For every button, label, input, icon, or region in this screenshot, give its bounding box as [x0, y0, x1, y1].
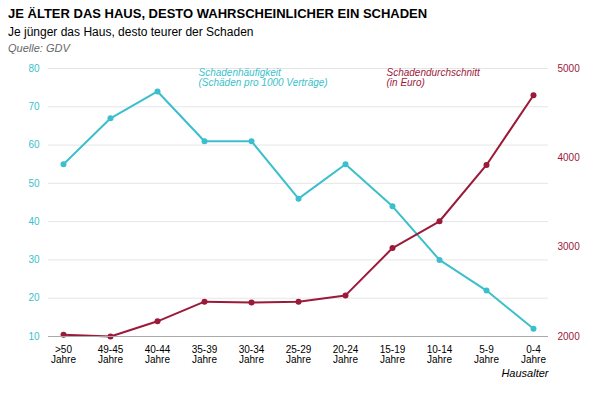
- svg-text:80: 80: [28, 63, 40, 74]
- svg-text:Schadendurchschnitt(in Euro): Schadendurchschnitt(in Euro): [387, 67, 482, 88]
- svg-text:25-29Jahre: 25-29Jahre: [286, 344, 312, 365]
- svg-text:30: 30: [28, 254, 40, 265]
- svg-text:10: 10: [28, 331, 40, 342]
- svg-text:60: 60: [28, 139, 40, 150]
- svg-text:Hausalter: Hausalter: [501, 367, 549, 379]
- html-text:Je jünger das Haus, desto teur: Je jünger das Haus, desto teurer der Sch…: [8, 25, 254, 39]
- svg-text:30-34Jahre: 30-34Jahre: [239, 344, 265, 365]
- svg-text:10-14Jahre: 10-14Jahre: [427, 344, 453, 365]
- svg-text:50: 50: [28, 178, 40, 189]
- svg-text:0-4Jahre: 0-4Jahre: [521, 344, 546, 365]
- svg-text:Schadenhäufigkeit(Schäden pro: Schadenhäufigkeit(Schäden pro 1000 Vertr…: [199, 67, 328, 88]
- svg-text:20: 20: [28, 292, 40, 303]
- svg-text:5-9Jahre: 5-9Jahre: [474, 344, 499, 365]
- html-text:Quelle: GDV: Quelle: GDV: [8, 42, 70, 54]
- html-text:JE ÄLTER DAS HAUS, DESTO WAHRS: JE ÄLTER DAS HAUS, DESTO WAHRSCHEINLICHE…: [8, 6, 428, 21]
- svg-text:20-24Jahre: 20-24Jahre: [333, 344, 359, 365]
- svg-text:70: 70: [28, 101, 40, 112]
- svg-text:3000: 3000: [558, 241, 581, 252]
- svg-text:35-39Jahre: 35-39Jahre: [192, 344, 218, 365]
- svg-text:>50Jahre: >50Jahre: [51, 344, 76, 365]
- svg-text:40-44Jahre: 40-44Jahre: [145, 344, 171, 365]
- svg-text:40: 40: [28, 216, 40, 227]
- svg-text:49-45Jahre: 49-45Jahre: [98, 344, 124, 365]
- svg-text:2000: 2000: [558, 331, 581, 342]
- svg-text:4000: 4000: [558, 152, 581, 163]
- svg-text:15-19Jahre: 15-19Jahre: [380, 344, 406, 365]
- svg-text:5000: 5000: [558, 63, 581, 74]
